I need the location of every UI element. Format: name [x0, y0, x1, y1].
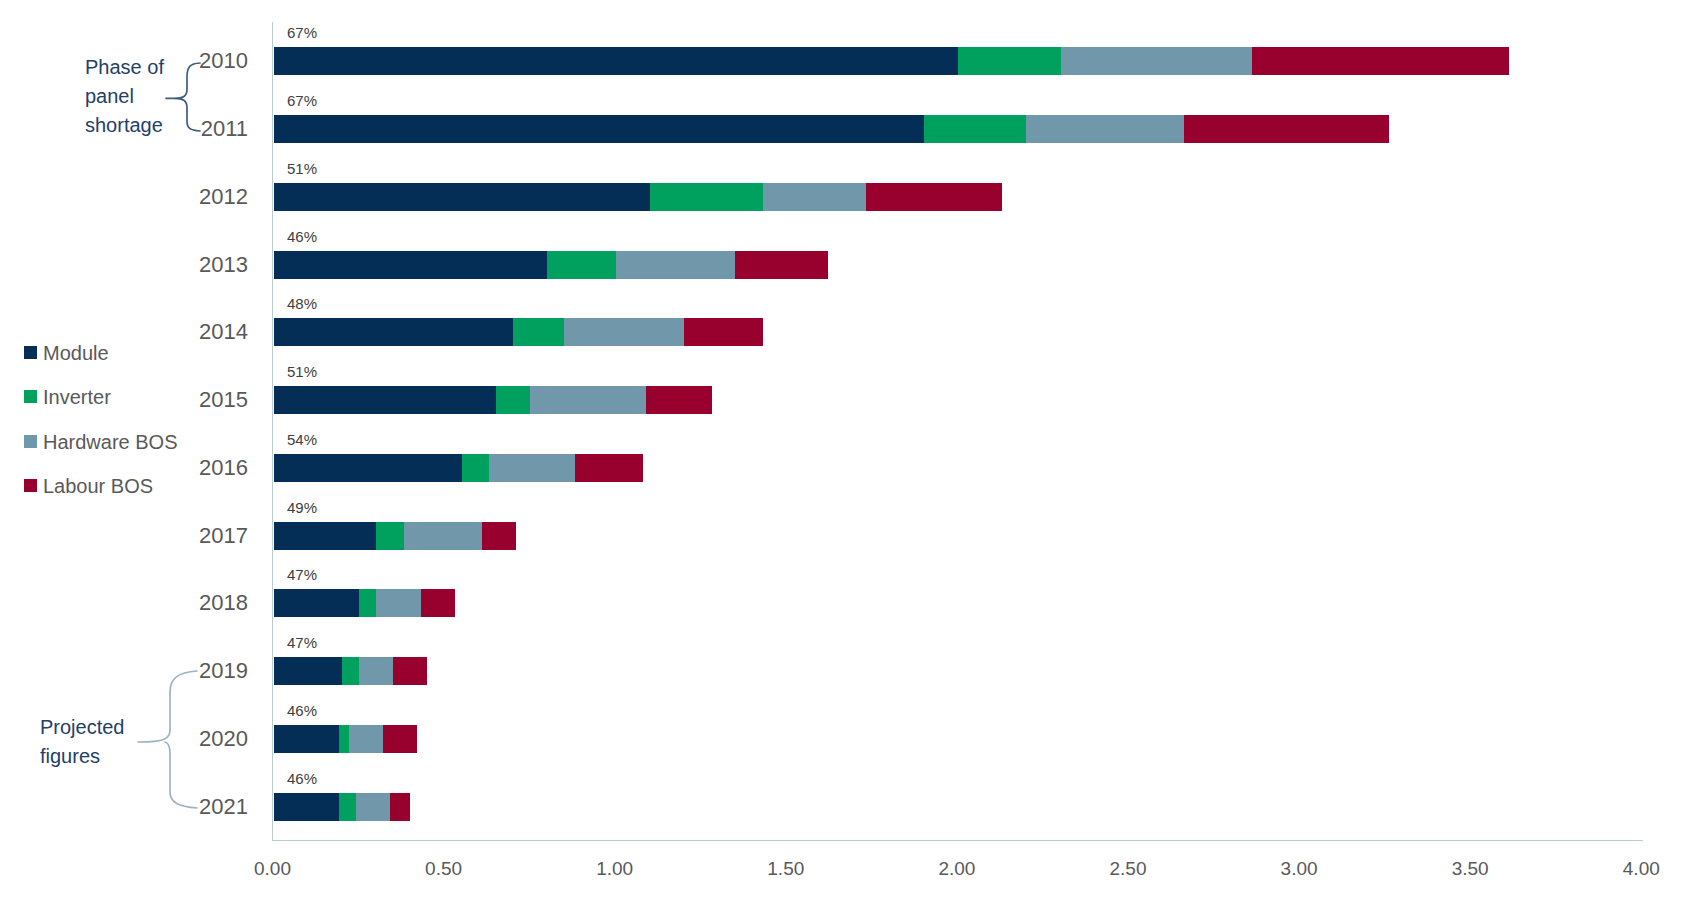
bar-segment-labour-bos-2012: [866, 183, 1003, 211]
bar-segment-inverter-2021: [339, 793, 356, 821]
year-label-2014: 2014: [118, 318, 248, 346]
bar-percent-label-2012: 51%: [287, 161, 317, 176]
projected-brace: [130, 660, 206, 820]
legend-swatch-module: [24, 346, 37, 359]
bar-segment-hardware-bos-2011: [1026, 115, 1183, 143]
year-label-2015: 2015: [118, 386, 248, 414]
y-axis-line: [272, 22, 273, 841]
bar-segment-labour-bos-2015: [646, 386, 711, 414]
bar-segment-labour-bos-2016: [575, 454, 643, 482]
bar-segment-module-2014: [274, 318, 514, 346]
stacked-bar-chart: 201067%201167%201251%201346%201448%20155…: [0, 0, 1687, 903]
bar-segment-inverter-2019: [342, 657, 359, 685]
bar-segment-inverter-2015: [496, 386, 530, 414]
bar-segment-labour-bos-2013: [735, 251, 827, 279]
bar-segment-hardware-bos-2015: [530, 386, 646, 414]
bar-segment-labour-bos-2021: [390, 793, 411, 821]
x-tick-label-1.50: 1.50: [736, 858, 836, 880]
annotation-line: shortage: [85, 111, 164, 140]
bar-segment-inverter-2014: [513, 318, 564, 346]
x-tick-label-2.50: 2.50: [1078, 858, 1178, 880]
annotation-line: Projected: [40, 713, 125, 742]
bar-percent-label-2015: 51%: [287, 364, 317, 379]
year-label-2012: 2012: [118, 183, 248, 211]
bar-segment-labour-bos-2020: [383, 725, 417, 753]
legend-label-hardware-bos: Hardware BOS: [43, 429, 178, 455]
bar-segment-labour-bos-2017: [482, 522, 516, 550]
x-tick-label-1.00: 1.00: [565, 858, 665, 880]
x-tick-label-4.00: 4.00: [1591, 858, 1687, 880]
bar-segment-hardware-bos-2017: [404, 522, 483, 550]
bar-segment-module-2015: [274, 386, 496, 414]
bar-segment-labour-bos-2011: [1184, 115, 1389, 143]
bar-segment-inverter-2016: [462, 454, 489, 482]
bar-percent-label-2010: 67%: [287, 25, 317, 40]
annotation-projected-figures: Projected figures: [40, 713, 125, 771]
x-tick-label-0.50: 0.50: [394, 858, 494, 880]
bar-percent-label-2019: 47%: [287, 635, 317, 650]
legend-label-inverter: Inverter: [43, 384, 111, 410]
bar-segment-hardware-bos-2019: [359, 657, 393, 685]
bar-percent-label-2021: 46%: [287, 771, 317, 786]
bar-percent-label-2020: 46%: [287, 703, 317, 718]
x-tick-label-0.00: 0.00: [223, 858, 323, 880]
bar-segment-module-2017: [274, 522, 377, 550]
bar-segment-inverter-2018: [359, 589, 376, 617]
bar-segment-module-2012: [274, 183, 650, 211]
bar-percent-label-2014: 48%: [287, 296, 317, 311]
bar-segment-inverter-2012: [650, 183, 763, 211]
legend-swatch-labour-bos: [24, 479, 37, 492]
bar-segment-module-2016: [274, 454, 462, 482]
bar-segment-hardware-bos-2020: [349, 725, 383, 753]
bar-segment-labour-bos-2014: [684, 318, 763, 346]
bar-percent-label-2013: 46%: [287, 229, 317, 244]
bar-segment-hardware-bos-2021: [356, 793, 390, 821]
bar-percent-label-2017: 49%: [287, 500, 317, 515]
annotation-line: panel: [85, 82, 164, 111]
x-tick-label-2.00: 2.00: [907, 858, 1007, 880]
bar-segment-hardware-bos-2014: [564, 318, 684, 346]
bar-segment-module-2018: [274, 589, 360, 617]
bar-segment-module-2013: [274, 251, 548, 279]
bar-segment-module-2021: [274, 793, 339, 821]
bar-segment-inverter-2020: [339, 725, 349, 753]
bar-segment-inverter-2013: [547, 251, 615, 279]
bar-segment-labour-bos-2019: [393, 657, 427, 685]
bar-percent-label-2016: 54%: [287, 432, 317, 447]
bar-segment-inverter-2010: [958, 47, 1061, 75]
bar-percent-label-2011: 67%: [287, 93, 317, 108]
x-axis-line: [272, 840, 1643, 841]
bar-segment-hardware-bos-2010: [1061, 47, 1253, 75]
bar-segment-labour-bos-2018: [421, 589, 455, 617]
bar-segment-module-2019: [274, 657, 342, 685]
annotation-phase-of-panel-shortage: Phase of panel shortage: [85, 53, 164, 140]
x-tick-label-3.00: 3.00: [1249, 858, 1349, 880]
bar-segment-hardware-bos-2013: [616, 251, 736, 279]
bar-segment-hardware-bos-2018: [376, 589, 420, 617]
legend-label-module: Module: [43, 340, 109, 366]
bar-segment-module-2010: [274, 47, 958, 75]
year-label-2017: 2017: [118, 522, 248, 550]
bar-segment-hardware-bos-2012: [763, 183, 866, 211]
legend-swatch-hardware-bos: [24, 435, 37, 448]
bar-percent-label-2018: 47%: [287, 567, 317, 582]
annotation-line: figures: [40, 742, 125, 771]
bar-segment-module-2020: [274, 725, 339, 753]
legend-swatch-inverter: [24, 390, 37, 403]
bar-segment-labour-bos-2010: [1252, 47, 1509, 75]
year-label-2018: 2018: [118, 589, 248, 617]
bar-segment-inverter-2017: [376, 522, 403, 550]
bar-segment-module-2011: [274, 115, 924, 143]
x-tick-label-3.50: 3.50: [1420, 858, 1520, 880]
bar-segment-hardware-bos-2016: [489, 454, 575, 482]
annotation-line: Phase of: [85, 53, 164, 82]
phase-brace: [160, 55, 206, 141]
year-label-2013: 2013: [118, 251, 248, 279]
legend-label-labour-bos: Labour BOS: [43, 473, 153, 499]
bar-segment-inverter-2011: [924, 115, 1027, 143]
